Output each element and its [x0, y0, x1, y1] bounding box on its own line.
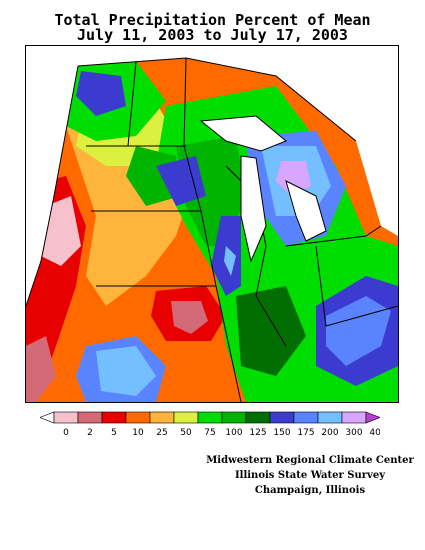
legend-tick-label: 125 — [249, 428, 266, 438]
legend-swatch — [293, 411, 319, 424]
legend-swatch — [173, 411, 199, 424]
legend-tick-label: 0 — [63, 428, 69, 438]
legend-arrow-low — [39, 411, 55, 424]
legend-tick-label: 50 — [180, 428, 192, 438]
legend-tick-label: 150 — [273, 428, 290, 438]
legend-tick-label: 175 — [297, 428, 314, 438]
color-legend: 02510255075100125150175200300400 — [39, 410, 387, 440]
precipitation-map-graphic — [26, 57, 398, 402]
legend-swatch — [269, 411, 295, 424]
great-lakes — [199, 115, 327, 263]
legend-swatch — [317, 411, 343, 424]
credit-line3: Champaign, Illinois — [254, 485, 366, 496]
legend-tick-label: 5 — [111, 428, 117, 438]
legend-swatch — [77, 411, 103, 424]
legend-tick-label: 100 — [225, 428, 242, 438]
legend-tick-label: 300 — [345, 428, 362, 438]
legend-swatch — [245, 411, 271, 424]
region-200-300-east — [326, 296, 391, 366]
legend-tick-label: 75 — [204, 428, 215, 438]
legend-tick-label: 10 — [132, 428, 144, 438]
boundary-lines — [26, 57, 398, 402]
legend-tick-label: 2 — [87, 428, 93, 438]
credit-line1: Midwestern Regional Climate Center — [206, 455, 414, 466]
map-title-line1: Total Precipitation Percent of Mean — [54, 11, 371, 29]
legend-arrow-high — [365, 411, 381, 424]
region-175-200-mn — [156, 156, 206, 206]
legend-tick-label: 25 — [156, 428, 167, 438]
legend-swatch — [197, 411, 223, 424]
region-200-300-wi — [224, 246, 236, 276]
legend-swatch — [149, 411, 175, 424]
legend-tick-label: 400 — [369, 428, 380, 438]
legend-swatch — [341, 411, 367, 424]
color-legend-graphic: 02510255075100125150175200300400 — [39, 411, 387, 438]
legend-swatch — [125, 411, 151, 424]
legend-swatch — [53, 411, 79, 424]
region-300-400-south — [96, 346, 156, 396]
precipitation-map — [25, 45, 399, 403]
legend-tick-label: 200 — [321, 428, 338, 438]
region-5-10-sw — [26, 336, 56, 402]
region-400-plus-mi — [276, 161, 311, 196]
region-175-200-north — [76, 71, 126, 116]
region-150-175-south — [236, 286, 306, 376]
region-125-150-west — [126, 146, 181, 206]
map-title-line2: July 11, 2003 to July 17, 2003 — [77, 26, 348, 44]
credit-line2: Illinois State Water Survey — [234, 470, 386, 481]
legend-swatch — [221, 411, 247, 424]
legend-swatch — [101, 411, 127, 424]
region-5-10-center — [171, 301, 208, 334]
